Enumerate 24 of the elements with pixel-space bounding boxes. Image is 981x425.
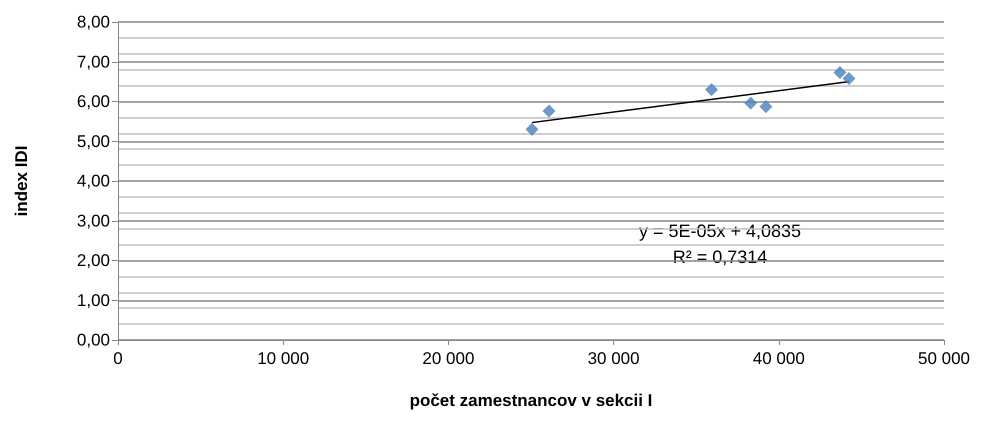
y-tick-label: 0,00 [76, 330, 110, 350]
y-tick-label: 3,00 [76, 211, 110, 230]
x-axis-title: počet zamestnancov v sekcii I [410, 391, 652, 410]
y-tick-label: 1,00 [76, 290, 110, 310]
y-tick-label: 2,00 [76, 251, 110, 270]
y-tick-label: 6,00 [76, 92, 110, 111]
point [759, 100, 772, 114]
point [542, 104, 556, 118]
x-tick-label: 0 [113, 349, 123, 368]
x-tick-label: 40 000 [752, 349, 805, 368]
x-tick-label: 20 000 [422, 349, 474, 368]
y-tick-label: 8,00 [76, 12, 110, 32]
x-tick-label: 10 000 [257, 349, 310, 368]
y-tick-label: 7,00 [76, 52, 110, 72]
point [833, 66, 846, 79]
x-tick-label: 30 000 [588, 349, 640, 368]
point [744, 96, 758, 110]
point [842, 72, 856, 85]
y-axis-title: index IDI [12, 146, 31, 216]
y-tick-label: 5,00 [76, 132, 110, 151]
y-tick-label: 4,00 [76, 172, 110, 190]
point [525, 122, 538, 136]
x-tick-label: 50 000 [918, 349, 970, 368]
point [705, 83, 718, 96]
